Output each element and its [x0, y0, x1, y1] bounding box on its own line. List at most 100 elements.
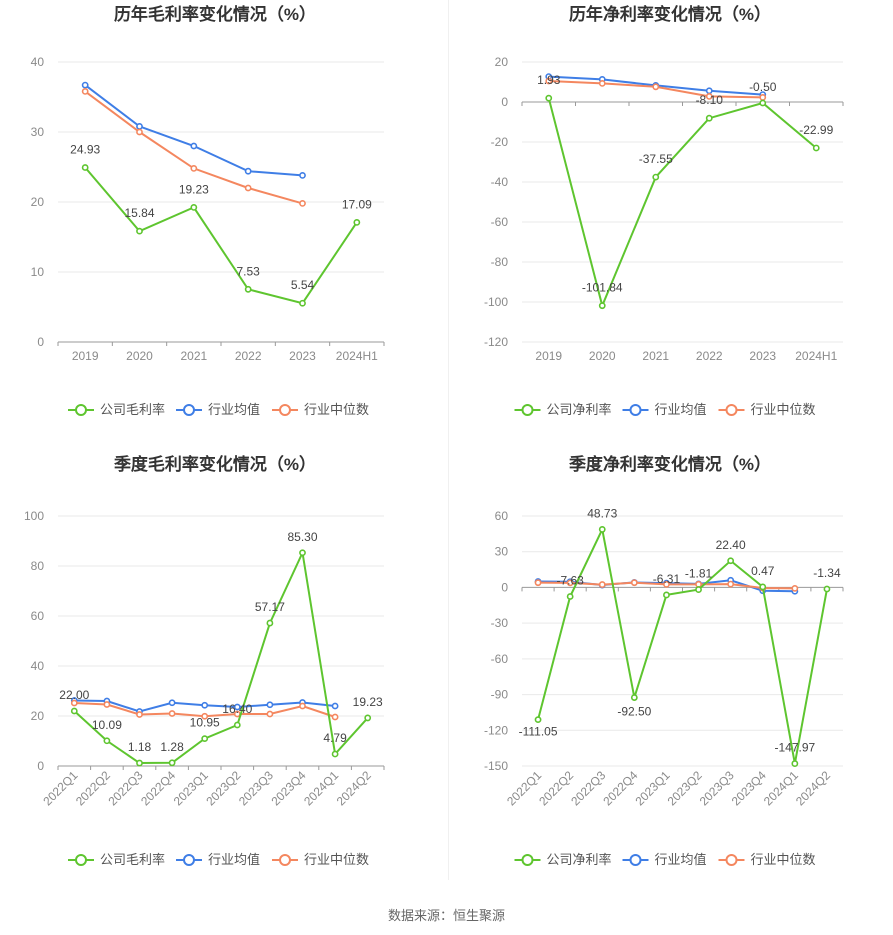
y-tick-label: -20 — [491, 135, 509, 149]
y-tick-label: 30 — [495, 545, 509, 559]
data-point-company — [136, 227, 143, 235]
legend-label: 行业中位数 — [304, 852, 369, 867]
x-tick-label: 2022Q1 — [40, 768, 80, 808]
chart-title: 历年毛利率变化情况（%） — [114, 4, 316, 24]
data-point-company — [70, 707, 78, 715]
data-point-company — [663, 591, 670, 599]
data-point-industry_median — [566, 579, 574, 587]
y-tick-label: -30 — [491, 616, 509, 630]
x-tick-label: 2022Q2 — [73, 768, 113, 808]
data-point-industry_median — [663, 580, 670, 588]
legend-marker — [279, 404, 291, 416]
y-tick-label: 60 — [495, 509, 509, 523]
data-point-company — [630, 694, 638, 701]
chart-title: 季度毛利率变化情况（%） — [114, 454, 316, 474]
legend-label: 行业均值 — [208, 852, 260, 867]
data-point-company — [598, 302, 606, 310]
data-point-industry_avg — [331, 702, 339, 710]
data-point-industry_median — [545, 77, 553, 85]
chart-title: 历年净利率变化情况（%） — [569, 4, 771, 24]
data-label: -37.55 — [639, 152, 673, 166]
legend-item-industry_median: 行业中位数 — [718, 852, 816, 867]
x-tick-label: 2023Q3 — [236, 768, 276, 808]
data-label: 5.54 — [291, 278, 315, 292]
legend-item-industry_median: 行业中位数 — [718, 402, 816, 417]
legend-label: 公司毛利率 — [100, 852, 165, 867]
data-label: 48.73 — [587, 506, 617, 520]
data-point-company — [705, 114, 713, 122]
data-point-company — [81, 164, 89, 171]
x-tick-label: 2023Q4 — [729, 768, 769, 808]
legend-marker — [75, 854, 87, 866]
series-line-industry_avg — [84, 84, 303, 177]
data-label: -6.31 — [653, 572, 681, 586]
legend-marker — [521, 404, 534, 416]
data-point-industry_avg — [168, 699, 176, 707]
data-label: -147.97 — [774, 741, 815, 755]
data-label: -111.05 — [519, 725, 558, 739]
data-label: 16.40 — [222, 702, 252, 716]
data-point-company — [823, 585, 831, 593]
x-tick-label: 2023Q2 — [665, 768, 705, 808]
legend-marker — [183, 404, 195, 416]
series-line-company — [73, 549, 369, 765]
legend-item-industry_median: 行业中位数 — [272, 402, 369, 417]
data-point-industry_median — [598, 581, 606, 588]
legend-marker — [521, 854, 534, 866]
data-point-industry_median — [695, 580, 702, 588]
data-point-industry_median — [190, 164, 198, 172]
data-point-company — [759, 583, 767, 591]
data-label: 1.93 — [537, 73, 561, 87]
data-point-industry_avg — [190, 142, 198, 150]
data-label: -22.99 — [799, 123, 833, 137]
legend-label: 行业中位数 — [751, 402, 816, 417]
panel-divider — [448, 0, 449, 880]
legend-label: 行业均值 — [655, 852, 707, 867]
chart-annual-gross-margin: 历年毛利率变化情况（%） 0 10 20 30 40 2019 2020 2021 2022 202… — [31, 4, 385, 417]
data-point-industry_median — [299, 199, 306, 207]
data-point-industry_median — [168, 710, 176, 717]
x-tick-label: 2022Q3 — [568, 768, 608, 808]
x-tick-label: 2023Q4 — [269, 768, 309, 808]
y-tick-label: 0 — [37, 335, 44, 349]
data-point-industry_median — [534, 579, 542, 587]
chart-quarterly-gross-margin: 季度毛利率变化情况（%）0204060801002022Q12022Q22022… — [24, 454, 385, 867]
data-point-industry_avg — [266, 701, 274, 709]
y-tick-label: -40 — [491, 175, 509, 189]
legend-label: 行业均值 — [655, 402, 707, 417]
data-point-company — [652, 173, 660, 181]
data-point-company — [545, 94, 553, 102]
y-tick-label: 0 — [37, 759, 44, 773]
data-point-company — [598, 526, 606, 533]
data-point-industry_avg — [201, 701, 209, 709]
data-point-industry_median — [630, 579, 638, 587]
chart-annual-net-margin: 历年净利率变化情况（%） -120 -100 -80 -60 -40 -20 0 20 2019 2… — [484, 4, 844, 417]
series-line-company — [537, 526, 828, 764]
x-tick-label: 2022Q1 — [504, 768, 544, 808]
data-point-industry_median — [759, 94, 767, 101]
y-tick-label: -90 — [491, 688, 509, 702]
chart-title: 季度净利率变化情况（%） — [569, 454, 771, 474]
data-point-company — [103, 737, 111, 745]
data-label: 22.40 — [716, 538, 746, 552]
data-point-industry_median — [136, 128, 143, 136]
data-point-industry_median — [705, 93, 713, 100]
data-point-company — [299, 299, 306, 307]
series-line-company — [84, 166, 358, 305]
data-label: -0.50 — [749, 80, 777, 94]
data-point-industry_avg — [244, 167, 252, 175]
x-tick-label: 2020 — [126, 349, 153, 363]
y-tick-label: 20 — [31, 709, 45, 723]
data-point-company — [168, 759, 176, 767]
data-point-company — [136, 759, 143, 767]
legend-item-company: 公司净利率 — [514, 852, 612, 867]
data-point-company — [233, 721, 241, 729]
x-tick-label: 2021 — [180, 349, 207, 363]
data-point-company — [695, 586, 702, 593]
data-label: 19.23 — [179, 182, 209, 196]
data-point-industry_median — [136, 711, 143, 718]
x-tick-label: 2022Q4 — [600, 768, 640, 808]
data-label: -1.81 — [685, 567, 713, 581]
x-tick-label: 2024Q2 — [793, 768, 833, 808]
x-tick-label: 2022 — [696, 349, 723, 363]
